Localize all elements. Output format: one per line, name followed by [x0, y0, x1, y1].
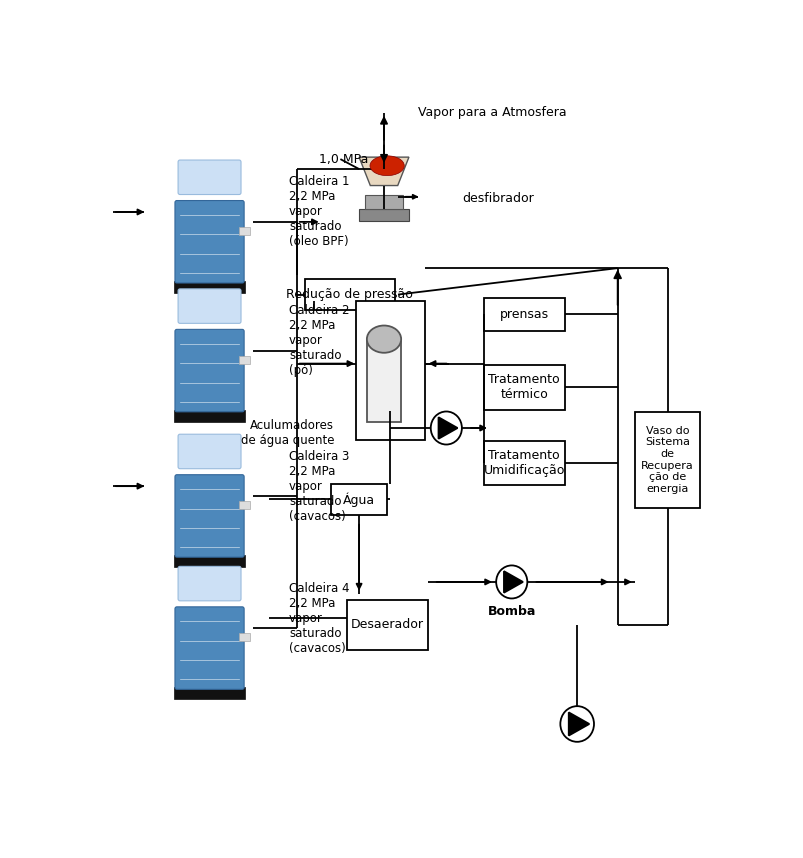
Text: Vaso do
Sistema
de
Recupera
ção de
energia: Vaso do Sistema de Recupera ção de energ…	[640, 426, 693, 493]
Bar	[238, 356, 250, 364]
Bar	[483, 365, 564, 409]
Polygon shape	[568, 712, 589, 735]
Bar	[483, 440, 564, 486]
Text: Aculumadores
de água quente: Aculumadores de água quente	[240, 420, 334, 447]
Circle shape	[495, 565, 527, 599]
Bar	[173, 555, 245, 567]
Polygon shape	[359, 157, 409, 185]
FancyBboxPatch shape	[175, 474, 244, 557]
FancyBboxPatch shape	[175, 201, 244, 283]
Text: 1,0 MPa: 1,0 MPa	[318, 153, 368, 166]
Bar	[238, 633, 250, 642]
Text: Caldeira 1
2,2 MPa
vapor
saturado
(óleo BPF): Caldeira 1 2,2 MPa vapor saturado (óleo …	[288, 176, 349, 249]
Bar	[359, 208, 409, 221]
Text: Desaerador: Desaerador	[350, 619, 423, 631]
Bar	[304, 279, 394, 311]
Polygon shape	[438, 417, 457, 438]
FancyBboxPatch shape	[177, 160, 241, 195]
FancyBboxPatch shape	[177, 289, 241, 323]
Text: Tratamento
térmico: Tratamento térmico	[487, 373, 560, 401]
Text: Caldeira 2
2,2 MPa
vapor
saturado
(pó): Caldeira 2 2,2 MPa vapor saturado (pó)	[288, 305, 349, 378]
Bar	[238, 227, 250, 235]
Text: desfibrador: desfibrador	[461, 192, 533, 205]
Text: prensas: prensas	[499, 308, 548, 321]
Bar	[346, 600, 427, 650]
Text: Bomba: Bomba	[487, 605, 536, 618]
Polygon shape	[503, 571, 522, 593]
Text: Caldeira 4
2,2 MPa
vapor
saturado
(cavacos): Caldeira 4 2,2 MPa vapor saturado (cavac…	[288, 582, 349, 655]
Bar	[365, 196, 402, 208]
Bar	[366, 339, 401, 422]
Ellipse shape	[366, 325, 401, 353]
Bar	[173, 687, 245, 699]
Bar	[173, 410, 245, 422]
Circle shape	[560, 706, 593, 742]
Bar	[483, 298, 564, 331]
Bar	[173, 281, 245, 293]
Bar	[331, 484, 387, 515]
Bar	[634, 412, 699, 508]
Circle shape	[430, 412, 461, 444]
Text: Vapor para a Atmosfera: Vapor para a Atmosfera	[418, 106, 566, 119]
Text: Tratamento
Umidificação: Tratamento Umidificação	[483, 449, 565, 477]
Bar	[356, 301, 424, 440]
FancyBboxPatch shape	[177, 434, 241, 468]
Text: Água: Água	[343, 492, 375, 506]
FancyBboxPatch shape	[175, 607, 244, 689]
Bar	[238, 501, 250, 510]
Ellipse shape	[369, 156, 404, 176]
Text: Redução de pressão: Redução de pressão	[286, 288, 413, 301]
FancyBboxPatch shape	[177, 566, 241, 601]
Text: Caldeira 3
2,2 MPa
vapor
saturado
(cavacos): Caldeira 3 2,2 MPa vapor saturado (cavac…	[288, 450, 349, 523]
FancyBboxPatch shape	[175, 329, 244, 412]
